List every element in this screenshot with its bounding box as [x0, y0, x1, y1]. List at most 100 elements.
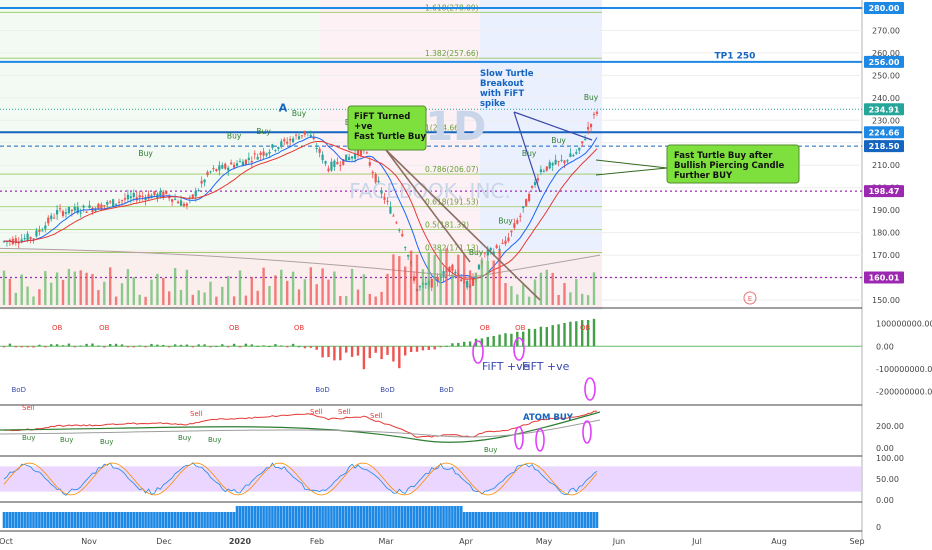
bottom-bar: [557, 512, 560, 528]
bottom-bar: [46, 512, 50, 528]
arrow-fast-2: [595, 167, 668, 176]
volume-bar: [168, 291, 171, 305]
candle-body: [253, 153, 256, 155]
candle-body: [351, 156, 354, 159]
atom-buy-label: ATOM BUY: [523, 413, 574, 423]
bottom-bar: [238, 506, 242, 528]
macd-hist-bar: [575, 321, 578, 347]
bottom-bar: [524, 512, 528, 528]
bottom-bar: [312, 506, 316, 528]
fib-level-label: 0.786(206.07): [425, 165, 479, 174]
ob-label: OB: [515, 324, 526, 332]
y-tick-label: 260.00: [872, 49, 900, 58]
candle-body: [477, 264, 481, 270]
volume-bar: [427, 252, 430, 305]
candle-body: [230, 162, 233, 165]
bottom-bar: [406, 506, 410, 528]
bod-label: BoD: [439, 386, 453, 394]
volume-bar: [2, 270, 6, 305]
candle-body: [238, 161, 242, 163]
candle-body: [589, 123, 593, 128]
volume-bar: [55, 272, 59, 305]
arrow-fift-1: [385, 149, 471, 263]
bottom-bar: [132, 512, 136, 528]
macd-hist-bar: [280, 345, 283, 347]
bottom-bar: [52, 512, 56, 528]
fib-level-label: 1(224.66): [425, 123, 462, 132]
bottom-bar: [100, 512, 103, 528]
bottom-bar: [448, 506, 451, 528]
candle-body: [407, 254, 410, 257]
y-tick-label: 230.00: [872, 116, 900, 125]
bottom-bar: [197, 512, 200, 528]
volume-bar: [61, 279, 65, 305]
candle-body: [212, 168, 215, 170]
bottom-bar: [477, 512, 481, 528]
bottom-bar: [23, 512, 26, 528]
macd-hist-bar: [321, 346, 324, 358]
volume-bar: [203, 292, 206, 305]
bottom-bar: [492, 512, 495, 528]
bottom-bar: [489, 512, 493, 528]
x-tick-label: Sep: [849, 537, 864, 546]
bottom-bar: [575, 512, 578, 528]
candle-body: [324, 161, 327, 164]
fib-level-label: 0.618(191.53): [425, 198, 479, 207]
volume-bar: [85, 272, 88, 305]
bottom-bar: [277, 506, 280, 528]
bottom-bar: [374, 506, 377, 528]
bottom-bar: [173, 512, 177, 528]
macd-hist-bar: [350, 346, 354, 357]
macd-hist-bar: [150, 343, 153, 347]
candle-body: [32, 238, 35, 240]
candle-body: [557, 161, 560, 163]
bottom-bar: [471, 512, 475, 528]
candle-body: [584, 138, 587, 141]
volume-bar: [197, 290, 200, 305]
bottom-bar: [572, 512, 575, 528]
candle-body: [70, 209, 73, 212]
candle-body: [53, 217, 56, 219]
candle-body: [513, 223, 516, 228]
bottom-bar: [167, 512, 171, 528]
price-label-text: 256.00: [869, 58, 900, 67]
bottom-bar: [244, 506, 248, 528]
bottom-bar: [412, 506, 416, 528]
candle-body: [510, 230, 513, 233]
candle-body: [274, 150, 277, 152]
volume-bar: [492, 260, 495, 305]
bottom-bar: [144, 512, 147, 528]
stoch-band: [0, 466, 862, 492]
macd-hist-bar: [162, 344, 165, 347]
macd-hist-bar: [362, 346, 366, 370]
price-label-box: [864, 126, 904, 139]
bottom-bar: [49, 512, 53, 528]
macd-hist-bar: [551, 325, 554, 347]
candle-body: [356, 148, 360, 155]
candle-body: [247, 157, 250, 160]
volume-bar: [221, 286, 224, 305]
candle-body: [466, 281, 469, 288]
fift-note-text: +ve: [354, 122, 373, 132]
bottom-bar: [365, 506, 369, 528]
candle-body: [97, 203, 100, 210]
atom-y-tick: 200.00: [876, 422, 904, 431]
bottom-bar: [26, 512, 29, 528]
candle-body: [398, 229, 401, 231]
macd-hist-bar: [97, 345, 100, 347]
ob-label: OB: [580, 324, 591, 332]
highlight-ellipse: [472, 340, 484, 364]
atom-highlight-ellipse: [582, 420, 592, 444]
candle-body: [259, 152, 262, 155]
macd-hist-bar: [333, 346, 336, 361]
bottom-bar: [253, 506, 257, 528]
macd-hist-bar: [262, 345, 265, 347]
macd-hist-bar: [244, 343, 248, 347]
candle-body: [120, 200, 124, 202]
macd-hist-bar: [345, 346, 348, 353]
macd-hist-bar: [421, 346, 425, 351]
bottom-bar: [156, 512, 159, 528]
volume-bar: [297, 289, 301, 305]
price-label-box: [864, 185, 904, 198]
